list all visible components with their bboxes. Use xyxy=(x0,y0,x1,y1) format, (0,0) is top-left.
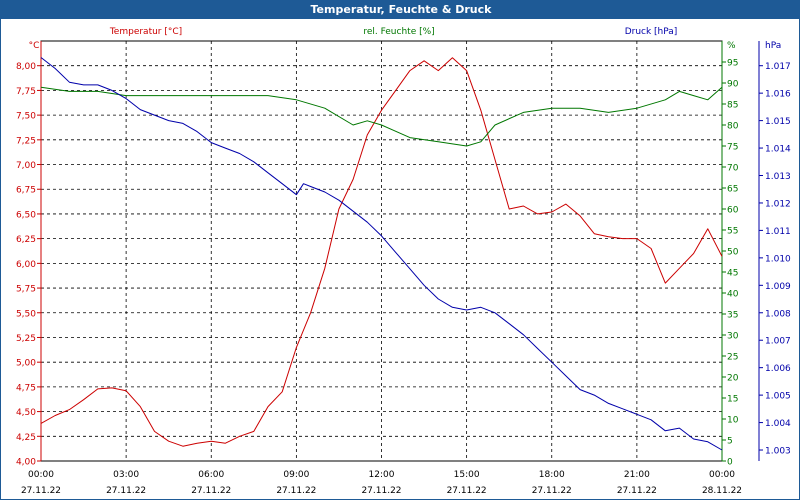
humidity-tick-label: 80 xyxy=(727,122,739,132)
pressure-tick-label: 1.016 xyxy=(765,90,791,100)
pressure-tick-label: 1.017 xyxy=(765,62,791,72)
temperature-tick-label: 7,25 xyxy=(16,136,36,146)
pressure-tick-label: 1.013 xyxy=(765,172,791,182)
pressure-tick-label: 1.015 xyxy=(765,117,791,127)
humidity-tick-label: 10 xyxy=(727,416,739,426)
x-tick-date-label: 27.11.22 xyxy=(447,486,487,496)
pressure-tick-label: 1.005 xyxy=(765,392,791,402)
x-tick-time-label: 06:00 xyxy=(198,470,224,480)
humidity-tick-label: 5 xyxy=(727,437,733,447)
temperature-tick-label: 6,50 xyxy=(16,210,36,220)
humidity-tick-label: 75 xyxy=(727,143,738,153)
temperature-tick-label: 4,00 xyxy=(16,458,36,468)
temperature-tick-label: 5,50 xyxy=(16,309,36,319)
pressure-tick-label: 1.010 xyxy=(765,254,791,264)
temperature-tick-label: 7,75 xyxy=(16,87,36,97)
x-tick-date-label: 28.11.22 xyxy=(702,486,742,496)
humidity-tick-label: 25 xyxy=(727,353,738,363)
pressure-tick-label: 1.004 xyxy=(765,419,791,429)
x-tick-time-label: 00:00 xyxy=(709,470,735,480)
series-line-humidity xyxy=(40,86,723,147)
pressure-tick-label: 1.003 xyxy=(765,447,791,457)
humidity-unit-label: % xyxy=(727,41,736,51)
humidity-tick-label: 20 xyxy=(727,374,739,384)
legend-temperature: Temperatur [°C] xyxy=(109,27,182,37)
pressure-tick-label: 1.007 xyxy=(765,337,791,347)
humidity-tick-label: 90 xyxy=(727,80,739,90)
pressure-tick-label: 1.011 xyxy=(765,227,791,237)
temperature-tick-label: 4,75 xyxy=(16,383,36,393)
temperature-tick-label: 7,00 xyxy=(16,161,36,171)
humidity-tick-label: 70 xyxy=(727,164,739,174)
pressure-tick-label: 1.008 xyxy=(765,309,791,319)
x-tick-time-label: 21:00 xyxy=(624,470,650,480)
humidity-tick-label: 55 xyxy=(727,227,738,237)
x-tick-date-label: 27.11.22 xyxy=(276,486,316,496)
humidity-tick-label: 60 xyxy=(727,206,739,216)
x-tick-time-label: 09:00 xyxy=(283,470,309,480)
series-line-temperature xyxy=(40,57,723,447)
legend-humidity: rel. Feuchte [%] xyxy=(363,27,434,37)
temperature-tick-label: 4,50 xyxy=(16,408,36,418)
pressure-tick-label: 1.009 xyxy=(765,282,791,292)
x-tick-time-label: 18:00 xyxy=(539,470,565,480)
x-tick-date-label: 27.11.22 xyxy=(191,486,231,496)
temperature-tick-label: 6,00 xyxy=(16,260,36,270)
temperature-tick-label: 6,25 xyxy=(16,235,36,245)
x-tick-date-label: 27.11.22 xyxy=(532,486,572,496)
humidity-tick-label: 40 xyxy=(727,290,739,300)
temperature-tick-label: 5,25 xyxy=(16,334,36,344)
temperature-unit-label: °C xyxy=(29,41,40,51)
x-tick-date-label: 27.11.22 xyxy=(361,486,401,496)
humidity-tick-label: 95 xyxy=(727,59,738,69)
temperature-tick-label: 8,00 xyxy=(16,62,36,72)
humidity-tick-label: 50 xyxy=(727,248,739,258)
humidity-tick-label: 0 xyxy=(727,458,733,468)
temperature-tick-label: 5,00 xyxy=(16,359,36,369)
temperature-tick-label: 7,50 xyxy=(16,112,36,122)
x-tick-time-label: 15:00 xyxy=(454,470,480,480)
humidity-tick-label: 65 xyxy=(727,185,738,195)
pressure-tick-label: 1.012 xyxy=(765,199,791,209)
pressure-tick-label: 1.014 xyxy=(765,145,791,155)
x-tick-date-label: 27.11.22 xyxy=(617,486,657,496)
x-tick-date-label: 27.11.22 xyxy=(21,486,61,496)
temperature-tick-label: 4,25 xyxy=(16,433,36,443)
legend-pressure: Druck [hPa] xyxy=(625,27,678,37)
x-tick-time-label: 12:00 xyxy=(369,470,395,480)
humidity-tick-label: 15 xyxy=(727,395,738,405)
temperature-tick-label: 5,75 xyxy=(16,285,36,295)
pressure-tick-label: 1.006 xyxy=(765,364,791,374)
humidity-tick-label: 45 xyxy=(727,269,738,279)
x-tick-date-label: 27.11.22 xyxy=(106,486,146,496)
humidity-tick-label: 35 xyxy=(727,311,738,321)
humidity-tick-label: 85 xyxy=(727,101,738,111)
pressure-unit-label: hPa xyxy=(765,41,781,51)
humidity-tick-label: 30 xyxy=(727,332,739,342)
x-tick-time-label: 00:00 xyxy=(28,470,54,480)
series-line-pressure xyxy=(40,57,723,451)
x-tick-time-label: 03:00 xyxy=(113,470,139,480)
temperature-tick-label: 6,75 xyxy=(16,186,36,196)
chart-title: Temperatur, Feuchte & Druck xyxy=(1,1,800,19)
